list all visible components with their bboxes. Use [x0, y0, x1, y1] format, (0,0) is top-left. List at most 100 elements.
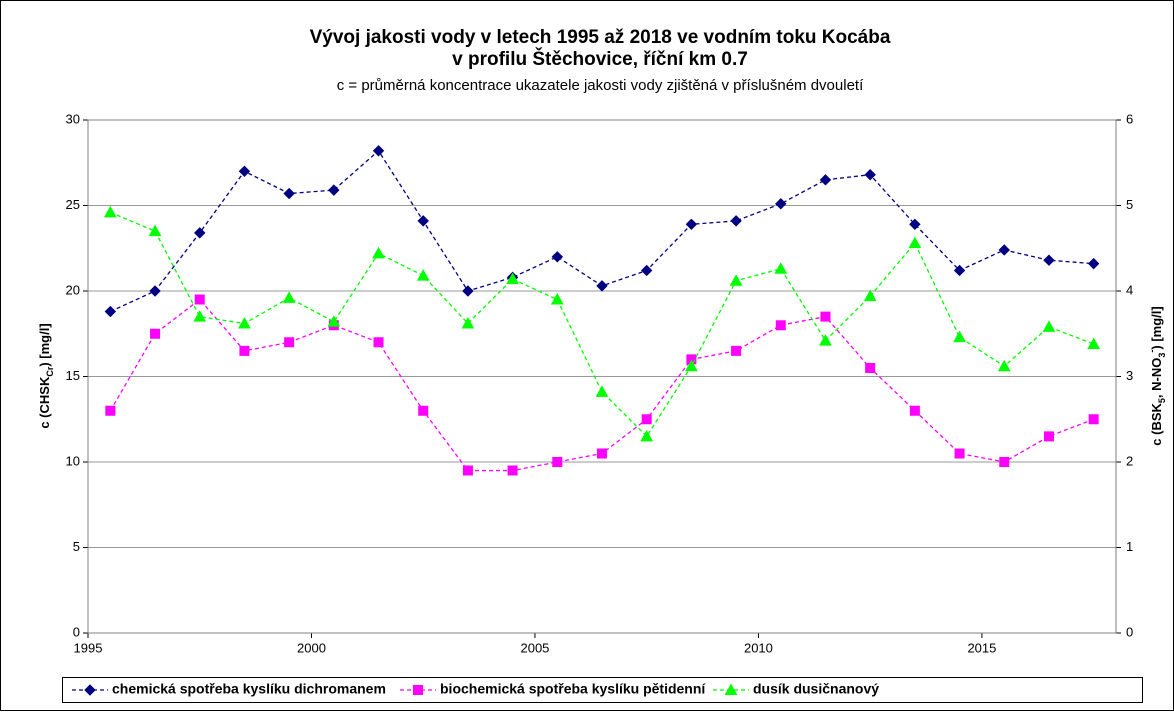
marker — [863, 289, 877, 302]
y2-tick-label: 5 — [1126, 197, 1133, 212]
legend-marker — [84, 684, 96, 696]
marker — [999, 457, 1010, 467]
label-part: - — [1147, 350, 1157, 353]
legend-label: dusík dusičnanový — [753, 681, 879, 697]
marker — [1043, 254, 1055, 266]
series-line — [110, 211, 1094, 438]
marker — [418, 405, 429, 416]
marker — [327, 315, 341, 327]
marker — [596, 280, 608, 292]
marker — [819, 334, 832, 346]
marker — [328, 184, 340, 196]
marker — [1088, 414, 1099, 425]
marker — [462, 465, 473, 476]
y-tick-label: 5 — [73, 539, 80, 554]
marker — [239, 345, 250, 356]
legend-marker — [724, 683, 738, 695]
marker — [998, 244, 1010, 256]
x-tick-label: 2005 — [520, 640, 549, 655]
y-tick-label: 25 — [66, 197, 80, 212]
marker — [238, 165, 251, 178]
marker — [506, 272, 519, 285]
marker — [640, 264, 653, 277]
marker — [774, 262, 788, 274]
marker — [104, 305, 117, 318]
marker — [775, 198, 787, 210]
y2-tick-label: 3 — [1126, 368, 1133, 383]
marker — [1087, 257, 1100, 270]
legend-label: chemická spotřeba kyslíku dichromanem — [112, 681, 386, 697]
marker — [416, 269, 430, 281]
y2-tick-label: 2 — [1126, 453, 1133, 468]
marker — [640, 429, 654, 442]
label-part: ) [mg/l] — [1149, 306, 1164, 349]
marker — [909, 405, 920, 416]
marker — [641, 414, 652, 425]
marker — [373, 337, 384, 348]
legend-label: biochemická spotřeba kyslíku pětidenní — [440, 681, 706, 697]
marker — [953, 330, 966, 343]
y2-tick-label: 6 — [1126, 111, 1133, 126]
x-tick-label: 2000 — [297, 640, 326, 655]
y-tick-label: 0 — [73, 624, 80, 639]
marker — [595, 385, 609, 397]
marker — [729, 274, 743, 286]
marker — [462, 285, 474, 297]
marker — [194, 294, 205, 305]
marker — [953, 264, 966, 277]
marker — [997, 359, 1011, 372]
legend-box — [62, 677, 1143, 703]
y-tick-label: 10 — [66, 453, 80, 468]
marker — [104, 205, 117, 218]
marker — [238, 316, 251, 329]
marker — [150, 328, 161, 339]
marker — [1042, 320, 1056, 332]
marker — [193, 310, 207, 322]
marker — [954, 448, 965, 459]
label-part: 5 — [1157, 398, 1167, 403]
label-part: c (BSK — [1149, 402, 1164, 445]
legend-marker — [413, 685, 423, 695]
chart-subtitle: c = průměrná koncentrace ukazatele jakos… — [337, 77, 864, 94]
x-tick-label: 1995 — [74, 640, 103, 655]
marker — [105, 405, 116, 416]
marker — [1043, 431, 1054, 442]
label-part: 3 — [1157, 353, 1167, 358]
marker — [685, 359, 698, 372]
y-axis-label: c (CHSKCr) [mg/l] — [37, 323, 55, 428]
marker — [908, 236, 922, 249]
label-part: , N-NO — [1149, 358, 1164, 398]
chart-title: Vývoj jakosti vody v letech 1995 až 2018… — [310, 27, 891, 48]
y2-tick-label: 0 — [1126, 624, 1133, 639]
chart-title: v profilu Štěchovice, říční km 0.7 — [452, 48, 748, 70]
marker — [864, 169, 876, 181]
y-tick-label: 20 — [66, 282, 80, 297]
marker — [283, 187, 295, 200]
marker — [551, 251, 564, 263]
marker — [730, 215, 742, 227]
marker — [775, 320, 786, 331]
marker — [685, 218, 698, 231]
y-tick-label: 30 — [66, 111, 80, 126]
marker — [819, 174, 832, 186]
marker — [507, 465, 518, 476]
marker — [1087, 337, 1100, 350]
y2-tick-label: 1 — [1126, 539, 1133, 554]
marker — [148, 224, 162, 237]
y2-tick-label: 4 — [1126, 282, 1133, 297]
marker — [372, 145, 385, 157]
plot-area — [87, 119, 1117, 634]
y-tick-label: 15 — [66, 368, 80, 383]
marker — [865, 362, 876, 373]
label-part: ) [mg/l] — [37, 323, 52, 366]
label-part: Cr — [45, 366, 55, 376]
x-tick-label: 2015 — [967, 640, 996, 655]
marker — [550, 293, 564, 305]
label-part: c (CHSK — [37, 376, 52, 429]
marker — [282, 291, 296, 303]
marker — [552, 457, 563, 467]
marker — [372, 246, 385, 259]
marker — [284, 337, 295, 348]
